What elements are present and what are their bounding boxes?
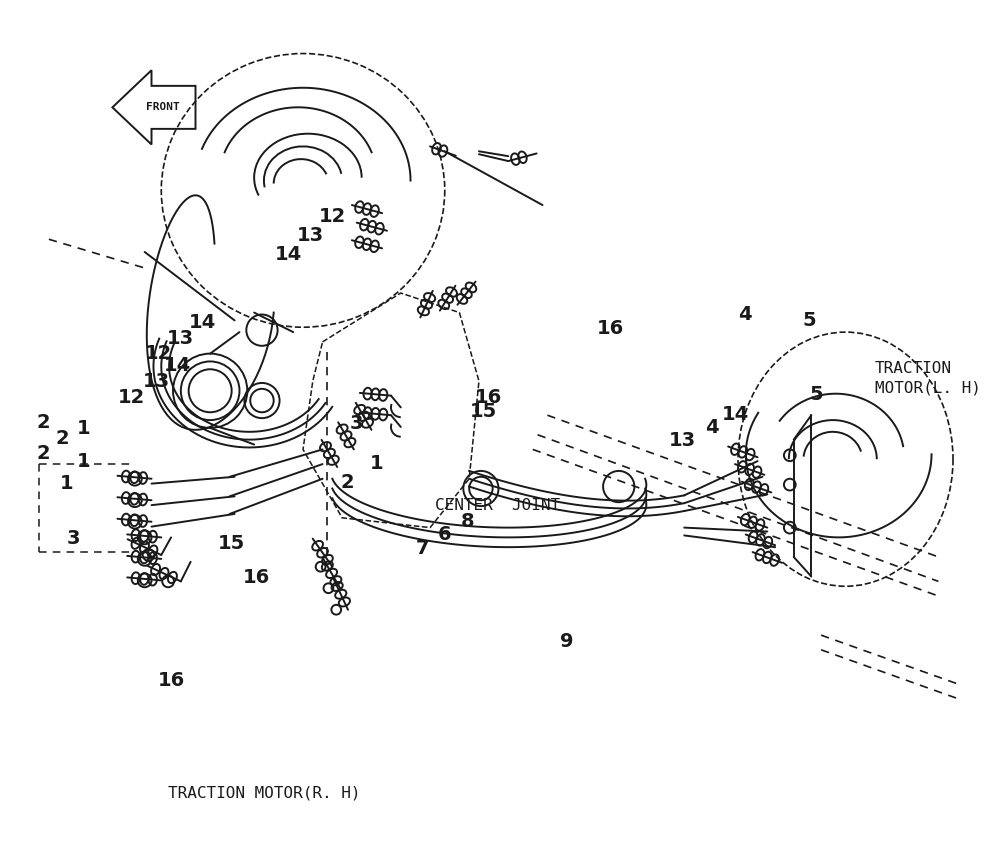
Text: 1: 1 [77, 452, 91, 471]
Text: 13: 13 [297, 226, 324, 244]
Text: 3: 3 [67, 529, 80, 548]
Text: 14: 14 [275, 244, 302, 264]
Text: 15: 15 [218, 534, 245, 553]
Text: 2: 2 [36, 444, 50, 462]
Text: 13: 13 [167, 329, 194, 349]
Text: 2: 2 [56, 429, 69, 449]
Text: 2: 2 [36, 413, 50, 432]
Text: 14: 14 [189, 314, 216, 332]
Text: 1: 1 [370, 455, 383, 473]
Text: 12: 12 [319, 207, 346, 226]
Text: 1: 1 [60, 474, 73, 494]
Text: 13: 13 [669, 431, 696, 450]
Text: 13: 13 [143, 372, 170, 391]
Text: 16: 16 [242, 568, 270, 587]
Text: FRONT: FRONT [146, 103, 180, 113]
Text: 9: 9 [560, 632, 574, 650]
Text: 12: 12 [117, 388, 145, 407]
Text: TRACTION
MOTOR(L. H): TRACTION MOTOR(L. H) [875, 361, 981, 396]
Text: 1: 1 [77, 419, 91, 438]
Text: 14: 14 [164, 356, 192, 376]
Text: 16: 16 [475, 388, 502, 407]
Text: 5: 5 [809, 386, 823, 404]
Text: 5: 5 [803, 311, 816, 330]
Text: 16: 16 [597, 319, 625, 338]
Text: 15: 15 [470, 402, 497, 421]
Text: CENTER  JOINT: CENTER JOINT [435, 498, 560, 513]
Text: 14: 14 [721, 404, 749, 423]
Text: 16: 16 [157, 672, 185, 690]
Text: 6: 6 [438, 525, 452, 544]
Text: TRACTION MOTOR(R. H): TRACTION MOTOR(R. H) [168, 785, 360, 801]
Text: 3: 3 [350, 415, 364, 433]
Text: 4: 4 [705, 418, 718, 437]
Text: 8: 8 [460, 512, 474, 532]
Text: 2: 2 [340, 472, 354, 492]
Text: 7: 7 [416, 538, 429, 558]
Text: 12: 12 [145, 344, 172, 363]
Text: 4: 4 [738, 305, 752, 324]
